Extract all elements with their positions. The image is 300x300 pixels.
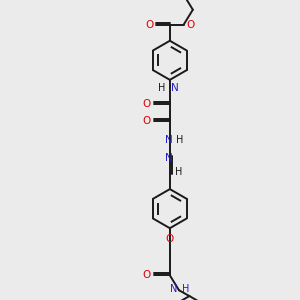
Text: N: N bbox=[165, 153, 172, 163]
Text: N: N bbox=[165, 135, 172, 145]
Text: H: H bbox=[176, 135, 184, 145]
Text: O: O bbox=[145, 20, 153, 30]
Text: H: H bbox=[182, 284, 189, 294]
Text: N: N bbox=[171, 83, 179, 93]
Text: H: H bbox=[175, 167, 182, 177]
Text: H: H bbox=[158, 83, 166, 93]
Text: O: O bbox=[186, 20, 195, 30]
Text: N: N bbox=[170, 284, 177, 294]
Text: O: O bbox=[166, 234, 174, 244]
Text: O: O bbox=[143, 99, 151, 109]
Text: O: O bbox=[143, 116, 151, 126]
Text: O: O bbox=[143, 270, 151, 280]
